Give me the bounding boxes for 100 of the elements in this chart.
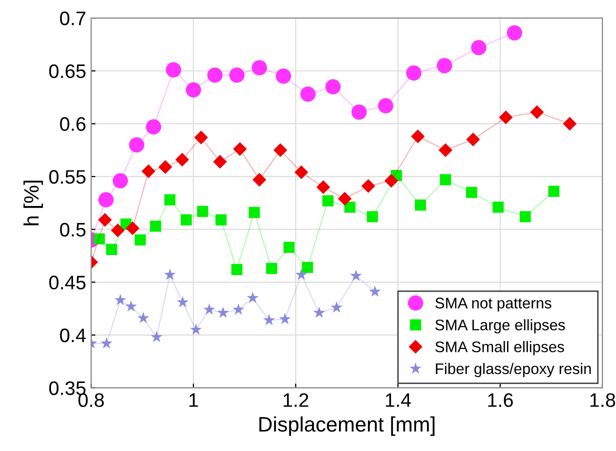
point bbox=[466, 132, 480, 146]
point bbox=[215, 214, 227, 226]
point bbox=[411, 130, 425, 144]
point bbox=[378, 98, 394, 114]
y-tick-label: 0.7 bbox=[60, 12, 86, 26]
y-tick-label: 0.4 bbox=[60, 328, 86, 342]
point bbox=[176, 296, 189, 308]
point bbox=[146, 119, 162, 135]
point bbox=[229, 67, 245, 83]
point bbox=[213, 154, 227, 169]
point bbox=[126, 221, 140, 236]
point bbox=[129, 137, 144, 152]
point bbox=[295, 268, 308, 280]
y-tick-label: 0.5 bbox=[60, 222, 86, 237]
x-tick-label: 1.2 bbox=[284, 393, 308, 407]
point bbox=[197, 206, 208, 217]
point bbox=[114, 294, 126, 306]
point bbox=[112, 173, 128, 188]
point bbox=[368, 285, 381, 297]
point bbox=[466, 186, 478, 198]
x-tick-label: 1 bbox=[190, 393, 198, 407]
point bbox=[266, 262, 278, 274]
point bbox=[530, 105, 544, 119]
x-axis-title: Displacement [mm] bbox=[259, 416, 434, 436]
point bbox=[283, 242, 295, 253]
point bbox=[252, 172, 266, 187]
point bbox=[406, 65, 422, 81]
point bbox=[263, 314, 276, 326]
point bbox=[134, 234, 146, 246]
point bbox=[232, 303, 244, 315]
point bbox=[276, 68, 292, 84]
point bbox=[313, 306, 326, 318]
point bbox=[164, 268, 176, 280]
y-axis-title: h [%] bbox=[23, 180, 43, 226]
point bbox=[137, 312, 150, 324]
point bbox=[562, 116, 577, 131]
point bbox=[440, 174, 452, 186]
point bbox=[190, 323, 202, 335]
point bbox=[125, 300, 137, 312]
point bbox=[330, 301, 343, 313]
point bbox=[338, 192, 352, 206]
point bbox=[98, 212, 112, 227]
point bbox=[194, 130, 208, 144]
point bbox=[350, 270, 362, 281]
point bbox=[438, 143, 452, 157]
y-tick-label: 0.55 bbox=[49, 170, 86, 184]
point bbox=[110, 224, 125, 238]
point bbox=[498, 110, 513, 124]
point bbox=[207, 67, 223, 83]
point bbox=[164, 194, 176, 206]
point bbox=[166, 62, 182, 78]
point bbox=[158, 160, 172, 174]
y-tick-label: 0.65 bbox=[49, 64, 86, 78]
point bbox=[273, 143, 288, 157]
point bbox=[246, 292, 259, 304]
legend-label: SMA Small ellipses bbox=[435, 341, 564, 356]
legend-label: SMA not patterns bbox=[435, 298, 552, 312]
point bbox=[351, 104, 367, 120]
point bbox=[94, 233, 105, 244]
point bbox=[300, 86, 316, 102]
point bbox=[492, 202, 504, 213]
point bbox=[180, 214, 192, 226]
point bbox=[150, 220, 162, 232]
point bbox=[142, 164, 156, 178]
point bbox=[414, 200, 426, 211]
point bbox=[175, 152, 190, 166]
point bbox=[106, 244, 118, 255]
y-tick-label: 0.35 bbox=[49, 381, 86, 396]
point bbox=[322, 195, 334, 206]
point bbox=[302, 262, 313, 273]
point bbox=[98, 192, 114, 208]
point bbox=[520, 211, 531, 222]
point bbox=[231, 264, 242, 276]
point bbox=[506, 25, 522, 40]
point bbox=[436, 58, 452, 74]
point bbox=[203, 303, 216, 315]
x-tick-label: 1.4 bbox=[386, 393, 411, 407]
x-tick-label: 1.8 bbox=[590, 393, 616, 408]
point bbox=[279, 312, 291, 324]
point bbox=[252, 60, 268, 76]
x-tick-label: 0.8 bbox=[78, 393, 104, 408]
legend-label: SMA Large ellipses bbox=[435, 319, 565, 334]
point bbox=[186, 82, 202, 98]
point bbox=[325, 79, 341, 94]
point bbox=[344, 202, 356, 213]
y-tick-label: 0.6 bbox=[60, 117, 86, 131]
point bbox=[366, 211, 378, 222]
point bbox=[217, 306, 230, 318]
point bbox=[548, 186, 560, 197]
point bbox=[233, 142, 247, 156]
point bbox=[471, 40, 486, 56]
point bbox=[384, 174, 398, 188]
y-tick-label: 0.45 bbox=[49, 276, 86, 290]
x-tick-label: 1.6 bbox=[488, 393, 513, 408]
point bbox=[100, 337, 112, 349]
point bbox=[150, 330, 163, 342]
legend-label: Fiber glass/epoxy resin bbox=[436, 362, 591, 378]
point bbox=[294, 165, 308, 180]
point bbox=[361, 179, 376, 193]
point bbox=[316, 180, 330, 194]
